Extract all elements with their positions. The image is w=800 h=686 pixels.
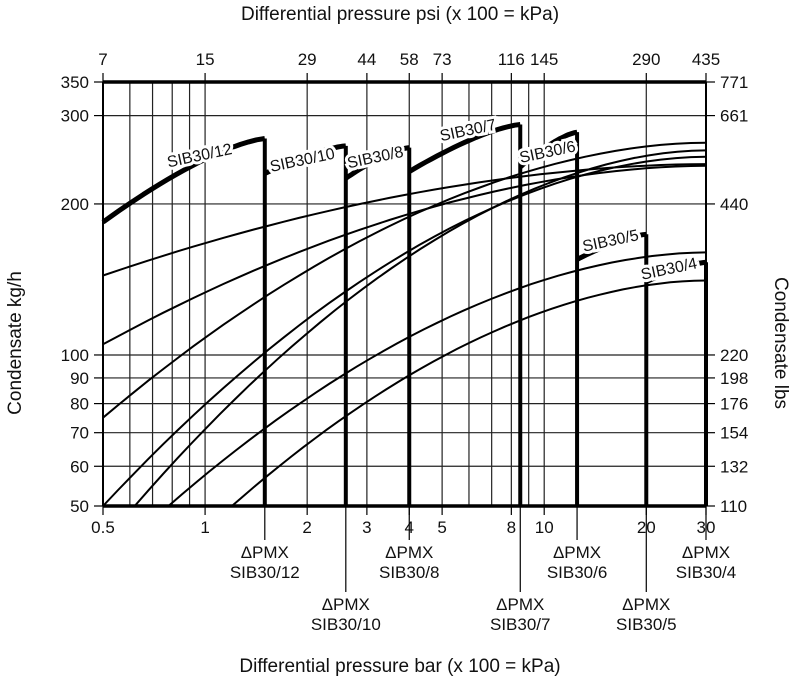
y-tick-label: 200	[61, 195, 89, 214]
top-tick-label: 15	[196, 50, 215, 69]
pmx-marker-label: ΔPMX	[385, 543, 433, 562]
capacity-curve-thin	[133, 149, 707, 507]
x-tick-label: 10	[535, 518, 554, 537]
series-label: SIB30/10	[269, 146, 337, 176]
capacity-curve-thin	[102, 141, 707, 419]
pmx-marker-label: ΔPMX	[322, 595, 370, 614]
top-tick-label: 145	[530, 50, 558, 69]
right-tick-label: 661	[720, 107, 748, 126]
capacity-curve-thick	[408, 122, 521, 174]
right-tick-label: 154	[720, 424, 748, 443]
x-tick-label: 0.5	[91, 518, 115, 537]
x-tick-label: 8	[507, 518, 516, 537]
top-tick-label: 44	[357, 50, 376, 69]
series-label: SIB30/12	[166, 141, 234, 171]
pmx-marker-label: SIB30/4	[676, 563, 737, 582]
capacity-curve-thick	[518, 129, 578, 169]
capacity-curve-thick	[344, 145, 410, 181]
y-tick-label: 60	[70, 457, 89, 476]
y-tick-label: 50	[70, 497, 89, 516]
top-tick-label: 29	[298, 50, 317, 69]
x-tick-label: 1	[200, 518, 209, 537]
capacity-curve-thin	[102, 155, 707, 507]
capacity-curve-thick	[101, 136, 266, 225]
series-label: SIB30/8	[346, 144, 405, 172]
right-tick-label: 110	[720, 497, 747, 516]
capacity-curve-thin	[102, 164, 707, 346]
capacity-curve-thick	[263, 143, 347, 176]
top-tick-label: 435	[692, 50, 720, 69]
right-tick-label: 440	[720, 195, 748, 214]
y-tick-label: 70	[70, 424, 89, 443]
top-tick-label: 73	[433, 50, 452, 69]
pmx-marker-label: SIB30/5	[616, 615, 677, 634]
pmx-marker-label: SIB30/10	[311, 615, 381, 634]
top-axis-title: Differential pressure psi (x 100 = kPa)	[240, 4, 560, 25]
pmx-marker-label: ΔPMX	[496, 595, 544, 614]
y-tick-label: 300	[61, 107, 89, 126]
pmx-marker-label: SIB30/12	[230, 563, 300, 582]
x-tick-label: 3	[362, 518, 371, 537]
pmx-marker-label: SIB30/6	[547, 563, 608, 582]
capacity-curve-thick	[575, 231, 647, 262]
pmx-marker-label: SIB30/7	[490, 615, 551, 634]
capacity-curve-thin	[167, 251, 707, 507]
y-tick-label: 350	[61, 73, 89, 92]
capacity-curve-thick	[645, 259, 707, 284]
series-label: SIB30/6	[518, 138, 577, 166]
right-tick-label: 198	[720, 369, 748, 388]
series-label: SIB30/4	[639, 255, 698, 283]
capacity-curve-thin	[102, 163, 707, 277]
y-tick-label: 100	[61, 346, 89, 365]
series-label: SIB30/5	[581, 227, 640, 255]
right-tick-label: 220	[720, 346, 748, 365]
top-tick-label: 58	[400, 50, 419, 69]
pmx-marker-label: ΔPMX	[553, 543, 601, 562]
top-tick-label: 116	[498, 50, 525, 69]
y-tick-label: 90	[70, 369, 89, 388]
y-tick-label: 80	[70, 395, 89, 414]
right-tick-label: 771	[720, 73, 748, 92]
pmx-marker-label: ΔPMX	[241, 543, 289, 562]
x-tick-label: 5	[437, 518, 446, 537]
pmx-marker-label: ΔPMX	[622, 595, 670, 614]
pmx-marker-label: SIB30/8	[379, 563, 440, 582]
top-tick-label: 290	[632, 50, 660, 69]
capacity-curve-thin	[231, 279, 707, 507]
right-tick-label: 176	[720, 395, 748, 414]
right-tick-label: 132	[720, 457, 748, 476]
x-tick-label: 2	[302, 518, 311, 537]
top-tick-label: 7	[98, 50, 107, 69]
pmx-marker-label: ΔPMX	[682, 543, 730, 562]
bottom-axis-title: Differential pressure bar (x 100 = kPa)	[239, 656, 561, 677]
